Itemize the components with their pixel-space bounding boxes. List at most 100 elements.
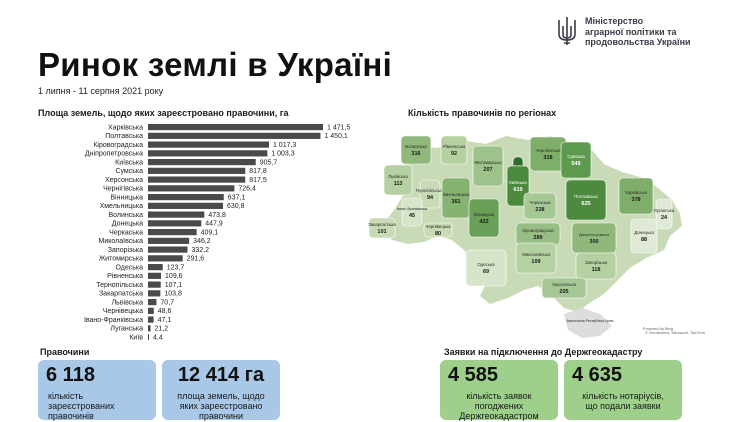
bar [148, 308, 154, 314]
page-title: Ринок землі в Україні [38, 46, 392, 84]
region-name: Харківська [625, 190, 647, 195]
category-label: Київська [115, 159, 143, 166]
ministry-line: Міністерство [585, 16, 691, 27]
bar [148, 282, 161, 288]
value-label: 70,7 [160, 299, 174, 306]
value-label: 1 017,3 [273, 142, 296, 149]
chart-title: Площа земель, щодо яких зареєстровано пр… [38, 108, 289, 118]
deals-section-label: Правочини [40, 347, 89, 357]
region-name: Київська [509, 180, 527, 185]
map-credit: © GeoNames, Microsoft, TomTom [645, 330, 705, 335]
category-label: Кіровоградська [93, 141, 143, 149]
region-name: Чернівецька [425, 224, 451, 229]
value-label: 447,9 [205, 221, 223, 228]
value-label: 905,7 [260, 159, 278, 166]
deals-count-card: 6 118 кількість зареєстрованих правочині… [38, 360, 156, 420]
region-name: Волинська [405, 144, 427, 149]
deals-area-desc: площа земель, щодо яких зареєстровано пр… [162, 391, 280, 421]
region-name: Кіровоградська [522, 228, 554, 233]
value-label: 107,1 [165, 282, 183, 289]
page-subtitle: 1 липня - 11 серпня 2021 року [38, 86, 163, 96]
region-name: Львівська [388, 174, 408, 179]
region-name: Дніпропетровська [579, 233, 609, 237]
applications-approved-card: 4 585 кількість заявок погоджених Держге… [440, 360, 558, 420]
region-name: Івано-Франківська [397, 207, 427, 211]
region-value: 625 [581, 201, 590, 207]
bar [148, 317, 154, 323]
category-label: Сумська [115, 168, 143, 175]
region-name: Закарпатська [368, 222, 396, 227]
bar [148, 334, 149, 340]
region-name: Рівненська [443, 144, 466, 149]
value-label: 291,6 [187, 256, 205, 263]
map-region [542, 278, 586, 298]
value-label: 103,8 [164, 291, 182, 298]
deals-count-value: 6 118 [46, 364, 95, 387]
category-label: Дніпропетровська [85, 150, 143, 158]
bar [148, 220, 201, 226]
category-label: Вінницька [110, 193, 143, 201]
region-value: 109 [531, 259, 540, 265]
region-value: 101 [377, 229, 386, 235]
bar [148, 255, 183, 261]
region-name: Тернопільська [415, 188, 445, 193]
category-label: Львівська [112, 298, 144, 306]
region-name: Одеська [477, 262, 495, 267]
bar [148, 124, 323, 130]
map-region [656, 199, 672, 229]
category-label: Івано-Франківська [84, 316, 143, 324]
map-region [530, 137, 566, 171]
region-value: 205 [559, 289, 568, 295]
value-label: 123,7 [167, 264, 185, 271]
bar [148, 299, 156, 305]
regions-map: Волинська 316 Рівненська 92 Житомирська 207 Ки… [368, 118, 698, 343]
bar [148, 290, 160, 296]
region-value: 24 [661, 215, 668, 221]
category-label: Чернівецька [103, 307, 143, 315]
applications-approved-value: 4 585 [448, 364, 498, 387]
category-label: Харківська [108, 123, 143, 131]
bar [148, 185, 234, 191]
map-region [420, 180, 440, 208]
map-region [566, 180, 606, 220]
region-name: Хмельницька [442, 192, 470, 197]
bar [148, 142, 269, 148]
value-label: 637,1 [228, 194, 246, 201]
category-label: Миколаївська [99, 238, 144, 245]
map-region [561, 142, 591, 178]
region-value: 378 [631, 197, 640, 203]
applications-notaries-value: 4 635 [572, 364, 622, 387]
region-name: Черкаська [529, 200, 551, 205]
region-name: Вінницька [474, 212, 495, 217]
value-label: 48,6 [158, 308, 172, 315]
value-label: 1 003,3 [271, 151, 294, 158]
desc-line: кількість [48, 391, 115, 401]
applications-approved-desc: кількість заявок погоджених Держгеокадас… [440, 391, 558, 421]
region-value: 423 [479, 219, 488, 225]
desc-line: правочинів [48, 411, 115, 421]
bar [148, 273, 161, 279]
map-region [402, 198, 422, 226]
category-label: Закарпатська [99, 291, 143, 298]
ministry-logo: Міністерство аграрної політики та продов… [557, 14, 747, 54]
bar [148, 229, 197, 235]
value-label: 726,4 [238, 186, 256, 193]
region-name: Чернігівська [535, 148, 561, 153]
value-label: 630,8 [227, 203, 245, 210]
region-value: 80 [435, 231, 441, 237]
desc-line: кількість заявок [440, 391, 558, 401]
region-name: Житомирська [474, 160, 502, 165]
value-label: 1 471,5 [327, 124, 350, 131]
category-label: Запорізька [108, 246, 143, 254]
region-value: 113 [394, 181, 403, 187]
map-region [473, 146, 503, 186]
map-region [442, 178, 470, 218]
value-label: 21,2 [155, 326, 169, 333]
applications-notaries-card: 4 635 кількість нотаріусів, що подали за… [564, 360, 682, 420]
bar [148, 212, 204, 218]
map-region [369, 218, 395, 238]
region-value: 318 [543, 155, 552, 161]
trident-icon [557, 16, 577, 46]
value-label: 346,2 [193, 238, 211, 245]
category-label: Черкаська [109, 229, 143, 236]
